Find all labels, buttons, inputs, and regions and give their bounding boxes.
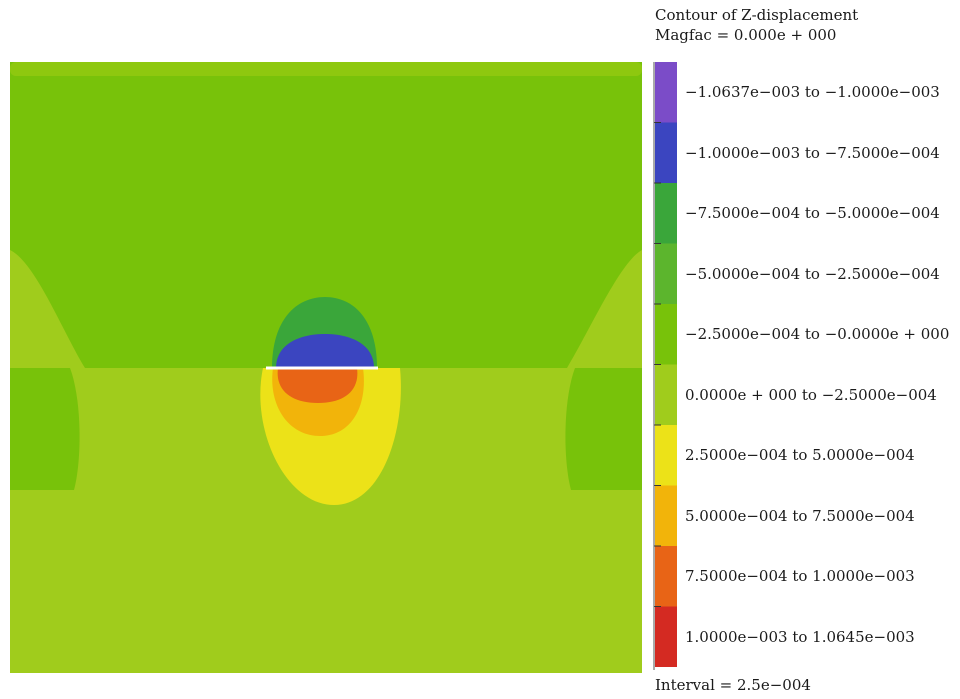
interval-label: Interval = 2.5e−004 (655, 676, 811, 694)
legend-swatch (655, 243, 677, 304)
legend-swatch (655, 183, 677, 244)
legend-label: −2.5000e−004 to −0.0000e + 000 (685, 325, 950, 344)
legend-label: 1.0000e−003 to 1.0645e−003 (685, 627, 915, 646)
legend-color-bar (654, 62, 677, 667)
upper-blue-dome (276, 334, 374, 368)
legend-label: 2.5000e−004 to 5.0000e−004 (685, 446, 915, 465)
legend-label: −1.0000e−003 to −7.5000e−004 (685, 143, 940, 162)
legend-swatch (655, 62, 677, 123)
upper-plate-region (10, 62, 642, 368)
legend-label: 0.0000e + 000 to −2.5000e−004 (685, 385, 937, 404)
lower-red-bulb (277, 368, 358, 403)
legend-swatch (655, 546, 677, 607)
legend-swatch (655, 425, 677, 486)
magfac-label: Magfac = 0.000e + 000 (655, 26, 837, 44)
plot-title: Contour of Z-displacement (655, 6, 859, 24)
legend-swatch (655, 304, 677, 365)
contour-field (10, 62, 642, 673)
legend-label: −1.0637e−003 to −1.0000e−003 (685, 83, 940, 102)
legend-label: −7.5000e−004 to −5.0000e−004 (685, 204, 940, 223)
legend-swatch (655, 606, 677, 667)
legend-swatch (655, 122, 677, 183)
legend-label: 7.5000e−004 to 1.0000e−003 (685, 567, 915, 586)
legend-swatch (655, 364, 677, 425)
left-lower-lobe (10, 368, 80, 490)
legend-label: −5.0000e−004 to −2.5000e−004 (685, 264, 940, 283)
legend-swatch (655, 485, 677, 546)
top-edge-band (10, 62, 642, 76)
legend-label: 5.0000e−004 to 7.5000e−004 (685, 506, 915, 525)
right-lower-lobe (565, 368, 642, 490)
